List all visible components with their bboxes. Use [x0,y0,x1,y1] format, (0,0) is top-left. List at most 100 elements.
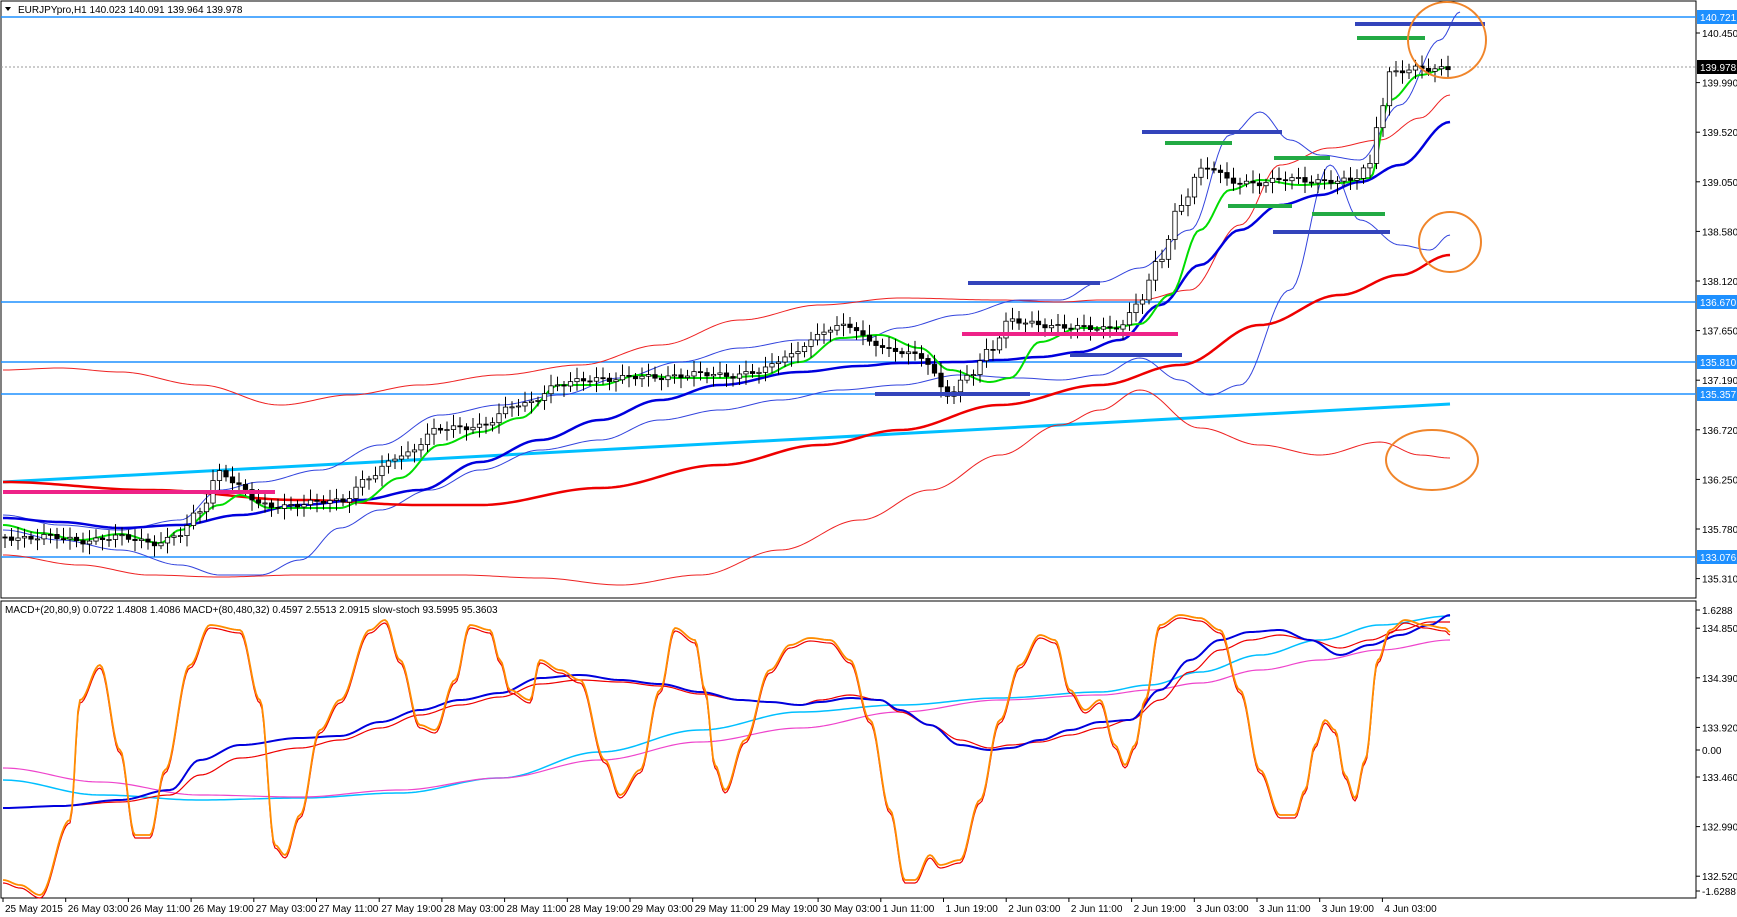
candle-body [216,470,223,481]
candle-body [645,374,652,377]
candle-body [1256,182,1263,187]
candle-body [450,425,457,430]
candle-body [353,486,359,499]
price-axis-label: 134.850 [1702,624,1737,635]
candle-body [1393,70,1399,73]
candle-body [1380,105,1386,129]
time-axis-label: 28 May 03:00 [444,904,505,915]
candle-body [119,534,125,537]
candle-body [93,537,99,542]
candle-body [28,535,34,540]
candle-body [1185,196,1191,206]
candle-body [1321,179,1328,182]
time-axis-label: 27 May 11:00 [319,904,379,915]
candle-body [743,371,749,375]
candle-body [106,539,112,541]
candle-body [899,351,905,355]
candle-body [619,375,626,381]
candle-body [1107,326,1113,329]
candle-body [457,425,463,428]
candle-body [723,372,730,377]
candle-body [392,458,398,462]
price-level-tag [1697,550,1737,564]
time-axis-label: 27 May 03:00 [256,904,317,915]
candle-body [593,377,600,382]
candle-body [691,371,697,377]
candle-body [1165,238,1172,260]
price-axis-label: 133.920 [1702,723,1737,734]
price-axis-label: 135.310 [1702,575,1737,586]
candle-body [1373,127,1380,164]
candle-body [762,366,769,373]
candle-body [1035,320,1042,326]
candle-body [1438,66,1445,70]
candle-body [47,533,54,536]
ma-fast-line [2,66,1451,544]
candle-body [1269,177,1276,183]
candle-body [606,377,613,382]
candle-body [145,538,151,543]
candle-body [775,361,782,364]
candle-body [1386,71,1393,107]
dropdown-triangle-icon[interactable] [5,7,11,11]
time-axis-label: 2 Jun 11:00 [1071,904,1123,915]
candle-body [1432,68,1438,72]
candle-body [983,348,990,362]
candle-body [769,363,775,368]
time-axis-label: 29 May 11:00 [695,904,755,915]
candle-body [1315,179,1321,184]
candle-body [704,372,710,377]
candle-body [541,393,548,401]
candle-body [1308,181,1315,184]
candle-body [8,536,15,541]
candle-body [2,536,8,539]
time-axis-label: 3 Jun 11:00 [1259,904,1311,915]
highlight-circle [1418,211,1482,273]
candle-body [1009,318,1016,322]
time-axis-label: 27 May 19:00 [381,904,442,915]
candle-body [1263,182,1269,187]
candle-body [535,400,541,402]
highlight-circle [1407,1,1487,79]
price-axis-label: 138.580 [1702,227,1737,238]
candle-body [255,499,262,504]
price-level-tag-label: 133.076 [1700,553,1737,564]
time-axis-label: 2 Jun 19:00 [1134,904,1187,915]
candle-body [710,374,717,377]
candle-body [1425,68,1432,72]
time-axis-label: 28 May 11:00 [507,904,567,915]
candle-body [405,451,411,457]
price-axis-label: 139.050 [1702,178,1737,189]
price-level-tag-label: 135.357 [1700,390,1737,401]
candle-body [476,423,483,428]
candle-body [756,371,762,374]
candle-body [717,372,723,375]
macd-long-line [2,615,1451,801]
candle-body [788,353,795,358]
price-axis-label: 138.120 [1702,277,1737,288]
candle-body [944,386,951,397]
candle-body [67,536,73,540]
candle-body [73,536,80,541]
candle-body [54,533,60,540]
candle-body [138,538,145,541]
candle-body [502,406,509,415]
price-axis-label: 140.450 [1702,29,1737,40]
candle-body [853,327,860,332]
indicator-axis-label: -1.6288 [1702,887,1736,898]
candle-body [1204,167,1211,170]
time-axis-label: 26 May 03:00 [68,904,129,915]
candle-body [678,374,684,378]
price-level-tag [1697,355,1737,369]
candle-body [489,422,496,426]
candle-body [1341,177,1347,182]
price-level-tag [1697,295,1737,309]
candle-body [424,433,431,445]
candle-body [1094,328,1100,331]
candle-body [1016,318,1022,324]
price-axis-label: 137.650 [1702,327,1737,338]
candle-body [1081,325,1087,327]
candle-body [372,475,379,480]
candle-body [398,455,405,460]
